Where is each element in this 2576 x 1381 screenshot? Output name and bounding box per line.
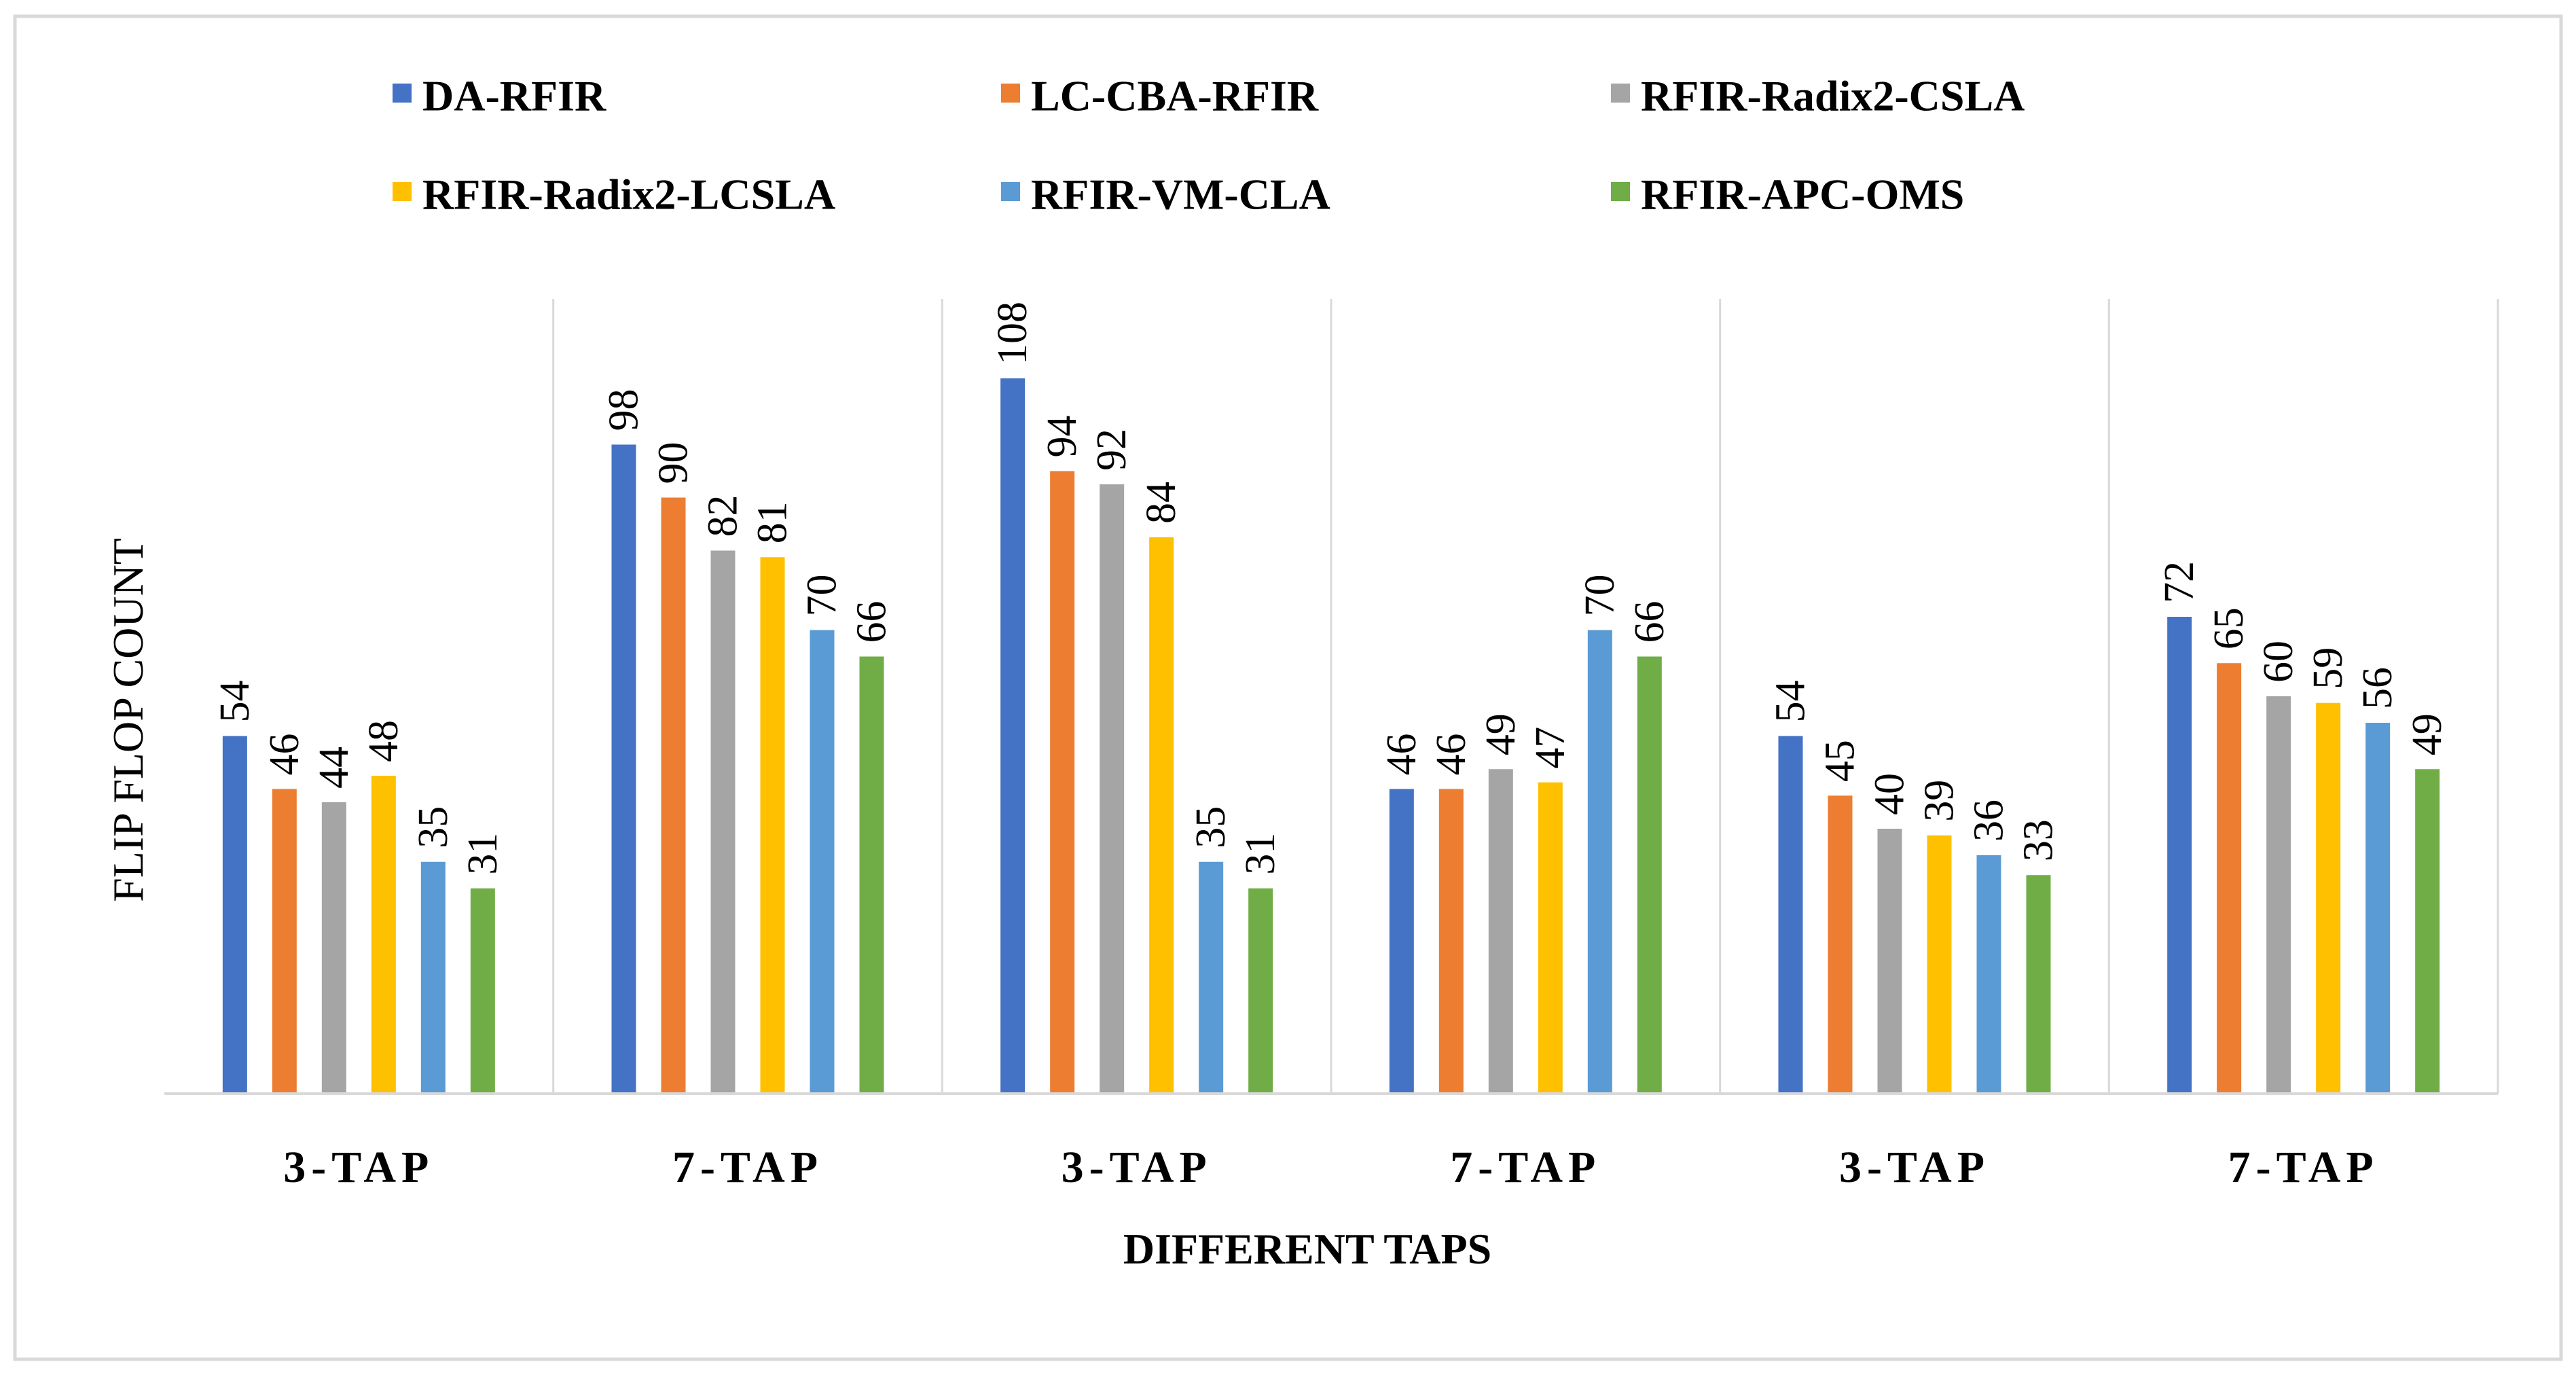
data-label: 48 [361, 720, 407, 762]
bar [859, 656, 884, 1094]
data-label: 40 [1867, 773, 1913, 815]
legend-label: RFIR-VM-CLA [1031, 171, 1330, 219]
data-label: 66 [1627, 601, 1673, 643]
x-tick-label: 7-TAP [1450, 1143, 1601, 1192]
bar [2217, 663, 2242, 1094]
data-label: 90 [651, 442, 697, 484]
legend-swatch [393, 84, 412, 103]
legend-swatch [1001, 182, 1020, 201]
bar [2316, 702, 2341, 1094]
bar [1587, 630, 1612, 1094]
data-label: 98 [601, 389, 647, 431]
y-axis-label: FLIP FLOP COUNT [104, 538, 152, 902]
bar [661, 497, 686, 1094]
bar [2415, 769, 2440, 1094]
bar [420, 861, 446, 1094]
data-label: 35 [410, 806, 456, 848]
bar [1877, 829, 1902, 1094]
data-label: 36 [1966, 800, 2012, 842]
bar [321, 802, 346, 1094]
data-label: 54 [1768, 681, 1814, 723]
x-axis-label: DIFFERENT TAPS [1123, 1225, 1491, 1273]
chart-border [13, 14, 2563, 1361]
legend-swatch [1001, 84, 1020, 103]
x-tick-label: 7-TAP [672, 1143, 823, 1192]
bar [1927, 835, 1952, 1094]
x-tick-label: 7-TAP [2228, 1143, 2379, 1192]
bar [710, 550, 736, 1094]
data-label: 81 [750, 501, 796, 543]
legend: DA-RFIR LC-CBA-RFIR RFIR-Radix2-CSLA RFIR-R… [393, 72, 2025, 219]
bar [1488, 769, 1513, 1094]
legend-swatch [1611, 84, 1630, 103]
bar [2365, 723, 2391, 1094]
data-label: 44 [311, 747, 357, 789]
data-label: 59 [2305, 647, 2351, 689]
x-tick-label: 3-TAP [1839, 1143, 1990, 1192]
bar [611, 444, 636, 1094]
data-label: 45 [1817, 740, 1864, 782]
bar [1149, 537, 1174, 1094]
legend-label: RFIR-Radix2-LCSLA [422, 171, 835, 219]
bar [1100, 484, 1125, 1094]
data-label: 84 [1138, 482, 1184, 524]
data-label: 70 [1577, 575, 1623, 617]
data-label: 108 [990, 302, 1036, 365]
bar [1438, 789, 1464, 1094]
data-label: 46 [1379, 734, 1425, 776]
bar [2167, 617, 2192, 1094]
bar [371, 776, 396, 1094]
data-label: 33 [2016, 819, 2062, 861]
bar [2026, 875, 2051, 1094]
bar [272, 789, 297, 1094]
legend-label: RFIR-Radix2-CSLA [1641, 72, 2025, 120]
data-label: 60 [2255, 641, 2302, 683]
data-label: 92 [1089, 429, 1135, 471]
data-label: 46 [261, 734, 308, 776]
bar [810, 630, 835, 1094]
data-label: 47 [1527, 727, 1574, 769]
legend-label: LC-CBA-RFIR [1031, 72, 1319, 120]
x-tick-label: 3-TAP [1062, 1143, 1212, 1192]
data-label: 65 [2206, 607, 2252, 649]
data-label: 46 [1428, 734, 1474, 776]
data-label: 49 [1478, 713, 1524, 755]
data-label: 35 [1188, 806, 1234, 848]
data-label: 49 [2404, 713, 2450, 755]
legend-swatch [393, 182, 412, 201]
data-label: 54 [212, 681, 258, 723]
data-label: 72 [2156, 561, 2202, 603]
bar [1389, 789, 1414, 1094]
data-label: 31 [1237, 833, 1284, 875]
legend-swatch [1611, 182, 1630, 201]
bar [1000, 378, 1026, 1094]
data-label: 39 [1917, 780, 1963, 822]
data-label: 94 [1039, 416, 1085, 458]
bar [1538, 782, 1563, 1094]
bar [1199, 861, 1224, 1094]
data-label: 70 [799, 575, 846, 617]
bar [1248, 888, 1273, 1094]
data-label: 82 [700, 495, 746, 537]
legend-label: RFIR-APC-OMS [1641, 171, 1964, 219]
bar [1778, 736, 1803, 1094]
bar [1976, 855, 2001, 1094]
bar [222, 736, 247, 1094]
bar [470, 888, 495, 1094]
data-label: 31 [460, 833, 506, 875]
bar [760, 557, 785, 1094]
bar [1050, 471, 1075, 1094]
bar [1828, 795, 1853, 1094]
x-tick-label: 3-TAP [283, 1143, 434, 1192]
data-label: 66 [849, 601, 895, 643]
bar [1637, 656, 1662, 1094]
bar [2266, 696, 2291, 1094]
legend-label: DA-RFIR [422, 72, 606, 120]
data-label: 56 [2355, 667, 2401, 709]
